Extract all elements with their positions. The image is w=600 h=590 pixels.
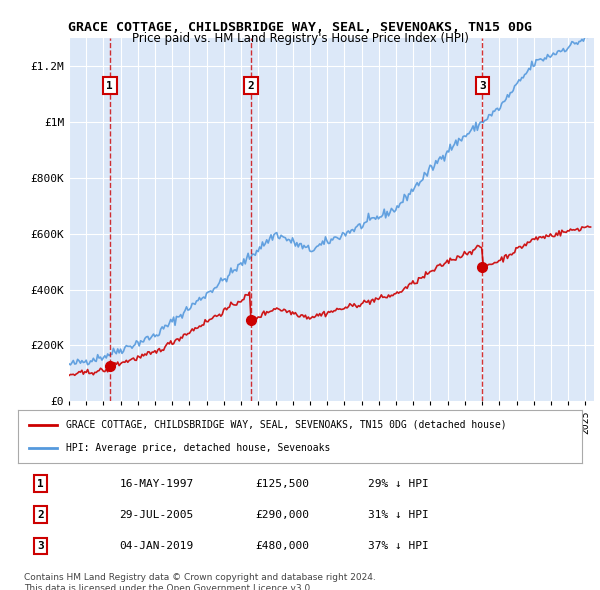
Text: 1: 1: [106, 80, 113, 90]
Text: 29% ↓ HPI: 29% ↓ HPI: [368, 478, 428, 489]
Text: 3: 3: [479, 80, 485, 90]
Text: £290,000: £290,000: [255, 510, 309, 520]
Text: 37% ↓ HPI: 37% ↓ HPI: [368, 541, 428, 551]
Text: 16-MAY-1997: 16-MAY-1997: [119, 478, 194, 489]
Text: GRACE COTTAGE, CHILDSBRIDGE WAY, SEAL, SEVENOAKS, TN15 0DG: GRACE COTTAGE, CHILDSBRIDGE WAY, SEAL, S…: [68, 21, 532, 34]
Text: Contains HM Land Registry data © Crown copyright and database right 2024.
This d: Contains HM Land Registry data © Crown c…: [24, 573, 376, 590]
Text: 3: 3: [37, 541, 44, 551]
Text: 04-JAN-2019: 04-JAN-2019: [119, 541, 194, 551]
Text: £125,500: £125,500: [255, 478, 309, 489]
Text: HPI: Average price, detached house, Sevenoaks: HPI: Average price, detached house, Seve…: [66, 443, 331, 453]
Text: 31% ↓ HPI: 31% ↓ HPI: [368, 510, 428, 520]
Text: Price paid vs. HM Land Registry's House Price Index (HPI): Price paid vs. HM Land Registry's House …: [131, 32, 469, 45]
Text: GRACE COTTAGE, CHILDSBRIDGE WAY, SEAL, SEVENOAKS, TN15 0DG (detached house): GRACE COTTAGE, CHILDSBRIDGE WAY, SEAL, S…: [66, 420, 506, 430]
Text: 29-JUL-2005: 29-JUL-2005: [119, 510, 194, 520]
Text: £480,000: £480,000: [255, 541, 309, 551]
Text: 1: 1: [37, 478, 44, 489]
Text: 2: 2: [37, 510, 44, 520]
Text: 2: 2: [248, 80, 254, 90]
